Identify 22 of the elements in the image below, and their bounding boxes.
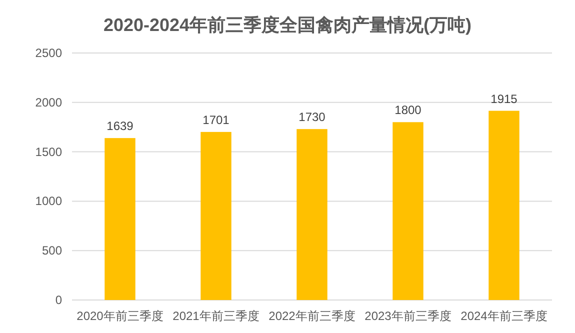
data-label: 1701	[202, 112, 230, 127]
y-tick-label: 1000	[35, 194, 62, 208]
chart-title: 2020-2024年前三季度全国禽肉产量情况(万吨)	[103, 15, 472, 35]
data-label: 1730	[298, 110, 326, 124]
x-tick-label: 2024年前三季度	[460, 309, 548, 323]
y-tick-label: 2500	[35, 46, 62, 60]
data-label: 1915	[490, 92, 518, 106]
bar	[200, 132, 232, 300]
x-tick-label: 2023年前三季度	[364, 309, 452, 323]
x-tick-label: 2020年前三季度	[76, 309, 164, 323]
data-label: 1800	[394, 103, 422, 118]
data-label: 1639	[106, 119, 134, 134]
bar	[392, 122, 424, 300]
bar	[104, 138, 136, 300]
bar	[488, 110, 520, 300]
bar	[296, 129, 328, 300]
y-tick-label: 2000	[35, 95, 62, 110]
y-tick-label: 0	[55, 293, 62, 307]
x-tick-label: 2021年前三季度	[172, 309, 260, 323]
y-tick-label: 500	[42, 244, 62, 258]
y-tick-label: 1500	[35, 144, 62, 159]
x-tick-label: 2022年前三季度	[268, 309, 356, 323]
